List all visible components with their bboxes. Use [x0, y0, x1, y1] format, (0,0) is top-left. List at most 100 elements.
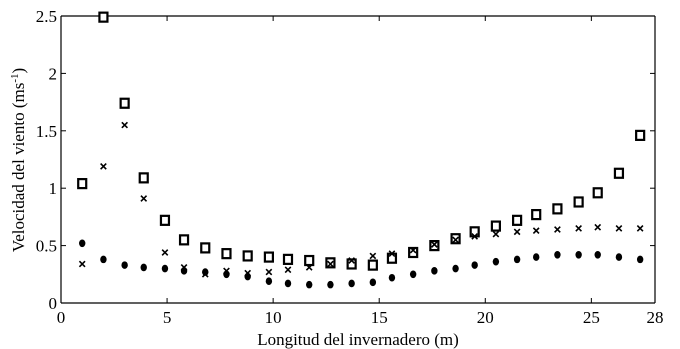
cross-marker	[327, 260, 334, 268]
y-tick-label: 1	[49, 179, 58, 198]
cross-marker	[431, 241, 438, 248]
dot-marker	[244, 272, 251, 281]
cross-marker	[100, 163, 107, 170]
x-tick-label: 15	[371, 308, 388, 327]
dot-marker	[369, 278, 377, 287]
square-marker	[469, 226, 480, 238]
y-tick-label: 2	[49, 64, 58, 83]
square-marker	[98, 11, 109, 23]
square-marker	[200, 242, 211, 254]
y-tick-label: 0	[49, 294, 58, 313]
dot-marker	[409, 270, 417, 279]
x-axis-label: Longitud del invernadero (m)	[257, 330, 459, 349]
square-marker	[178, 234, 190, 246]
dot-marker	[431, 267, 438, 275]
cross-marker	[513, 228, 521, 236]
dot-marker	[492, 257, 500, 266]
cross-marker	[388, 250, 396, 258]
x-tick-label: 20	[477, 308, 494, 327]
cross-marker	[532, 227, 540, 235]
square-marker	[613, 167, 625, 179]
square-marker	[77, 178, 88, 190]
cross-marker	[140, 195, 148, 202]
square-marker	[119, 97, 130, 109]
square-marker	[573, 196, 584, 208]
cross-marker	[348, 257, 356, 264]
square-marker	[512, 214, 523, 226]
y-axis-label: Velocidad del viento (ms-1)	[9, 68, 28, 252]
cross-marker	[305, 264, 313, 271]
cross-marker	[471, 233, 479, 240]
square-marker	[242, 250, 253, 262]
dot-marker	[513, 255, 521, 264]
dot-marker	[615, 253, 623, 261]
cross-marker	[369, 252, 377, 260]
square-marker	[490, 220, 501, 232]
dot-marker	[636, 255, 644, 264]
dot-marker	[388, 273, 396, 282]
dot-marker	[79, 239, 86, 248]
x-tick-label: 0	[57, 308, 66, 327]
dot-marker	[594, 250, 601, 259]
square-marker	[450, 233, 461, 245]
square-marker	[159, 214, 171, 226]
square-marker	[138, 172, 149, 184]
cross-marker	[121, 121, 129, 129]
cross-marker	[265, 268, 273, 276]
square-marker	[221, 248, 232, 260]
x-tick-label: 28	[647, 308, 664, 327]
x-tick-label: 5	[163, 308, 172, 327]
square-marker	[386, 252, 398, 264]
data-points	[77, 11, 646, 289]
dot-marker	[140, 263, 147, 272]
ticks	[60, 15, 656, 304]
dot-marker	[306, 280, 313, 289]
y-axis-label-suffix: )	[9, 68, 28, 74]
dot-marker	[223, 270, 230, 279]
square-marker	[408, 246, 419, 259]
dot-marker	[575, 250, 582, 259]
x-tick-label: 25	[583, 308, 600, 327]
dot-marker	[180, 267, 188, 275]
cross-marker	[554, 226, 561, 233]
square-marker	[304, 254, 315, 267]
cross-marker	[161, 249, 169, 256]
x-tick-label: 10	[265, 308, 282, 327]
dot-marker	[533, 253, 540, 261]
y-tick-label: 1.5	[36, 122, 57, 141]
dot-marker	[100, 255, 107, 264]
dot-marker	[284, 279, 292, 288]
square-marker	[325, 257, 336, 269]
cross-marker	[78, 260, 86, 268]
cross-marker	[284, 266, 292, 274]
tick-labels: 0 5 10 15 20 25 28 0 0.5 1 1.5 2 2.5	[36, 7, 664, 327]
square-marker	[429, 240, 440, 252]
dot-marker	[161, 264, 169, 273]
square-marker	[531, 209, 542, 221]
cross-marker	[615, 225, 623, 232]
dot-marker	[471, 261, 478, 269]
y-axis-label-main: Velocidad del viento (ms	[9, 83, 28, 253]
square-marker	[282, 253, 294, 265]
dot-marker	[452, 264, 459, 273]
cross-marker	[452, 236, 459, 244]
cross-marker	[492, 230, 500, 238]
square-marker	[592, 187, 603, 199]
square-marker	[552, 203, 563, 215]
dot-marker	[348, 279, 355, 288]
y-tick-label: 0.5	[36, 237, 57, 256]
dot-marker	[327, 280, 334, 289]
square-marker	[635, 129, 646, 141]
cross-marker	[636, 225, 644, 232]
cross-marker	[409, 246, 417, 254]
dot-marker	[202, 268, 209, 276]
dot-marker	[121, 261, 128, 269]
y-axis-label-superscript: -1	[9, 74, 21, 83]
dot-marker	[554, 250, 561, 259]
square-marker	[367, 259, 378, 271]
y-tick-label: 2.5	[36, 7, 57, 26]
plot-frame	[60, 15, 656, 304]
cross-marker	[575, 225, 582, 232]
dot-marker	[265, 277, 273, 285]
